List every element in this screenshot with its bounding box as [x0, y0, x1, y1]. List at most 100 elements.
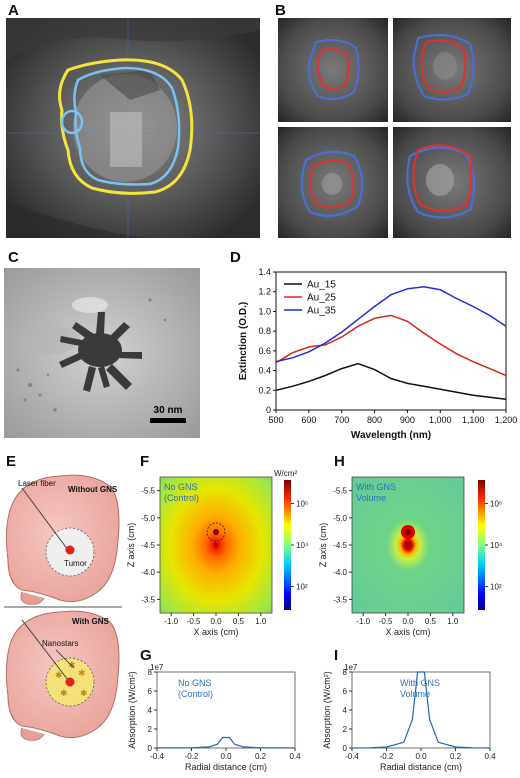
- chart-y-tick-label: 8: [343, 668, 348, 677]
- heatmap-x-tick-label: 0.5: [233, 617, 245, 626]
- heatmap-h-note-line1: With GNS: [356, 482, 396, 492]
- chart-x-tick-label: 0.2: [450, 752, 462, 761]
- chart-g-profile-line: [157, 736, 295, 749]
- heatmap-y-axis-label: Z axis (cm): [126, 523, 136, 568]
- heatmap-y-tick-label: -4.5: [141, 541, 155, 550]
- with-gns-title: With GNS: [72, 617, 109, 626]
- tumor-label: Tumor: [64, 559, 87, 568]
- svg-text:✱: ✱: [60, 689, 68, 699]
- mri-image-b2: [393, 18, 511, 122]
- heatmap-f: No GNS (Control) W/cm² -1.0 -0.5 0.0 0.5 1.0…: [126, 469, 309, 637]
- chart-y-tick-label: 2: [343, 725, 348, 734]
- panel-i-label: I: [334, 647, 338, 664]
- colorbar-tick-label: 10²: [490, 583, 502, 592]
- chart-d-series-au-35: [275, 286, 507, 363]
- chart-y-axis-label: Absorption (W/cm²): [322, 671, 332, 749]
- mri-image-a: [6, 18, 260, 238]
- colorbar-tick-label: 10⁶: [296, 499, 308, 508]
- chart-x-tick-label: -0.2: [380, 752, 394, 761]
- nanostars-label: Nanostars: [42, 639, 78, 648]
- chart-g-sci: 1e7: [150, 663, 164, 672]
- chart-y-tick-label: 0: [148, 744, 153, 753]
- heatmap-x-tick-label: 1.0: [447, 617, 459, 626]
- absorption-chart-i: 1e7 With GNS Volume -0.4 -0.2 0.0 0.2 0.4024…: [322, 663, 496, 772]
- heatmap-y-tick-label: -4.5: [333, 541, 347, 550]
- colorbar-tick-label: 10⁴: [296, 541, 309, 550]
- colorbar-tick-label: 10²: [296, 583, 308, 592]
- heatmap-y-tick-label: -3.5: [141, 595, 155, 604]
- scale-bar-label: 30 nm: [154, 405, 183, 416]
- heatmap-x-axis-label: X axis (cm): [194, 627, 239, 637]
- chart-x-axis-label: Radial distance (cm): [380, 762, 462, 772]
- chart-x-tick-label: 0.2: [255, 752, 267, 761]
- chart-d-y-tick-label: 0.6: [258, 346, 271, 356]
- chart-d-legend-label: Au_25: [307, 293, 336, 304]
- svg-text:✱: ✱: [55, 671, 63, 681]
- chart-d-y-tick-label: 1.4: [258, 267, 271, 277]
- chart-y-tick-label: 4: [343, 706, 348, 715]
- heatmap-h: With GNS Volume -1.0 -0.5 0.0 0.5 1.0 -5.5 -5.…: [318, 476, 503, 637]
- panel-g-label: G: [140, 647, 152, 664]
- chart-d-x-tick-label: 1,100: [462, 415, 485, 425]
- svg-text:✱: ✱: [78, 669, 86, 679]
- laser-fiber-label: Laser fiber: [18, 479, 56, 488]
- schematic-with-gns: ✱ ✱ ✱ ✱ ✱ With GNS Nanostars: [5, 610, 120, 741]
- heatmap-y-tick-label: -5.0: [333, 514, 347, 523]
- tem-image: 30 nm: [4, 268, 200, 438]
- chart-x-tick-label: -0.4: [345, 752, 359, 761]
- chart-y-tick-label: 0: [343, 744, 348, 753]
- colorbar-f: [284, 480, 291, 610]
- heatmap-x-tick-label: -1.0: [356, 617, 370, 626]
- chart-d-x-tick-label: 900: [400, 415, 415, 425]
- heatmap-h-core: [405, 529, 411, 535]
- heatmap-x-tick-label: -0.5: [379, 617, 393, 626]
- chart-y-tick-label: 6: [148, 687, 153, 696]
- chart-d-y-tick-label: 1.0: [258, 306, 271, 316]
- chart-d-x-tick-label: 1,000: [429, 415, 452, 425]
- chart-d-series-au-15: [275, 362, 507, 400]
- chart-g-note-line2: (Control): [178, 689, 213, 699]
- colorbar-tick-label: 10⁶: [490, 499, 502, 508]
- chart-x-tick-label: 0.4: [484, 752, 496, 761]
- heatmap-f-note-line2: (Control): [164, 493, 199, 503]
- chart-d-x-tick-label: 1,200: [495, 415, 518, 425]
- chart-x-tick-label: 0.0: [220, 752, 232, 761]
- chart-y-axis-label: Absorption (W/cm²): [127, 671, 137, 749]
- mri-image-b1: [278, 18, 388, 122]
- chart-y-tick-label: 4: [148, 706, 153, 715]
- chart-y-tick-label: 8: [148, 668, 153, 677]
- panel-c-label: C: [8, 249, 19, 266]
- heatmap-x-tick-label: -0.5: [187, 617, 201, 626]
- heatmap-x-tick-label: 0.0: [210, 617, 222, 626]
- panel-b-label: B: [275, 2, 286, 19]
- svg-text:✱: ✱: [80, 689, 88, 699]
- chart-i-profile-line: [351, 671, 491, 749]
- panel-d-label: D: [230, 249, 241, 266]
- heatmap-y-tick-label: -5.5: [333, 487, 347, 496]
- chart-d-x-axis-label: Wavelength (nm): [351, 430, 431, 441]
- chart-i-sci: 1e7: [344, 663, 358, 672]
- heatmap-x-tick-label: 0.5: [425, 617, 437, 626]
- mri-image-b3: [278, 127, 388, 238]
- colorbar-tick-label: 10⁴: [490, 541, 503, 550]
- schematic-without-gns: Laser fiber Without GNS Tumor: [5, 474, 120, 605]
- heatmap-y-tick-label: -4.0: [333, 568, 347, 577]
- chart-d-y-tick-label: 0.4: [258, 366, 271, 376]
- chart-d-y-tick-label: 0.8: [258, 326, 271, 336]
- chart-d-x-tick-label: 800: [367, 415, 382, 425]
- panel-f-label: F: [140, 453, 149, 470]
- chart-i-note-line1: With GNS: [400, 678, 440, 688]
- chart-d-y-tick-label: 1.2: [258, 287, 271, 297]
- chart-y-tick-label: 2: [148, 725, 153, 734]
- heatmap-y-tick-label: -4.0: [141, 568, 155, 577]
- chart-d-x-tick-label: 600: [301, 415, 316, 425]
- panel-a-label: A: [8, 2, 19, 19]
- chart-x-tick-label: -0.4: [150, 752, 164, 761]
- chart-d-y-tick-label: 0.2: [258, 385, 271, 395]
- panel-e-label: E: [6, 453, 16, 470]
- chart-d-y-axis-label: Extinction (O.D.): [238, 302, 249, 380]
- chart-d-legend-label: Au_35: [307, 306, 336, 317]
- chart-x-axis-label: Radial distance (cm): [185, 762, 267, 772]
- heatmap-y-tick-label: -3.5: [333, 595, 347, 604]
